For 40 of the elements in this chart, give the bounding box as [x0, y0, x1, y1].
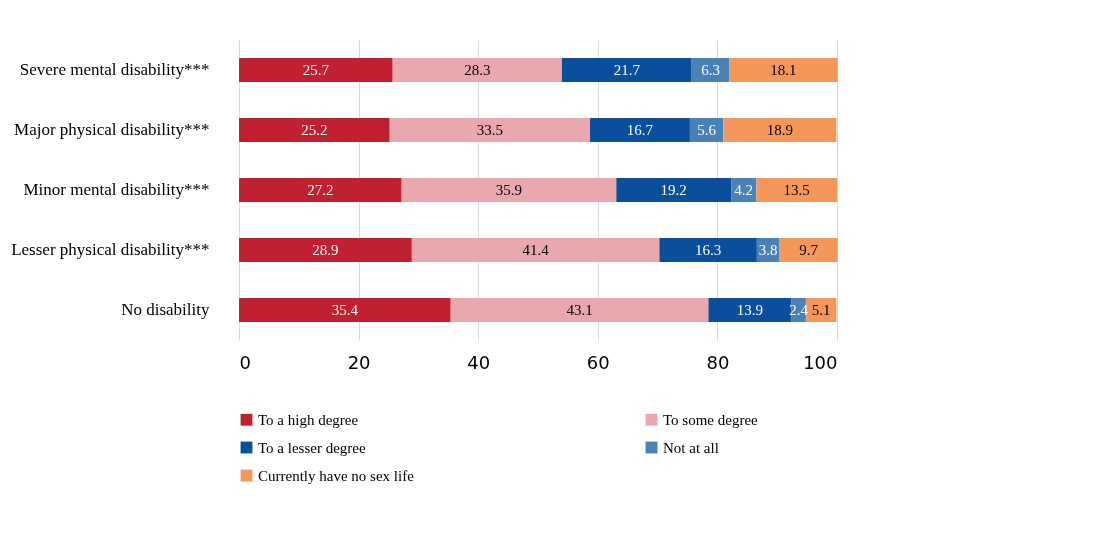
data-label: 13.9 — [736, 302, 764, 318]
y-tick-label: Minor mental disability*** — [23, 180, 210, 199]
y-tick-label: No disability — [121, 300, 210, 319]
x-tick-label: 20 — [347, 351, 371, 373]
legend-label: To a lesser degree — [258, 439, 366, 456]
data-label: 27.2 — [307, 182, 334, 198]
legend-label: To some degree — [663, 411, 759, 428]
legend-label: Currently have no sex life — [258, 467, 415, 484]
x-tick-label: 0 — [239, 351, 251, 373]
data-label: 9.7 — [799, 242, 819, 258]
data-label: 5.1 — [811, 302, 831, 318]
y-tick-label: Major physical disability*** — [14, 120, 210, 139]
data-label: 25.7 — [302, 62, 330, 78]
data-label: 41.4 — [522, 242, 550, 258]
data-label: 5.6 — [697, 122, 717, 138]
y-tick-label: Lesser physical disability*** — [11, 240, 210, 259]
data-label: 35.9 — [495, 182, 523, 198]
y-tick-label: Severe mental disability*** — [19, 60, 210, 79]
data-label: 28.9 — [312, 242, 339, 258]
legend-label: Not at all — [663, 439, 719, 456]
data-label: 18.1 — [770, 62, 797, 78]
x-tick-label: 80 — [706, 351, 730, 373]
x-tick-label: 40 — [467, 351, 491, 373]
data-label: 21.7 — [613, 62, 641, 78]
data-label: 3.8 — [758, 242, 778, 258]
data-label: 28.3 — [464, 62, 491, 78]
x-tick-label: 100 — [803, 351, 838, 373]
data-label: 25.2 — [301, 122, 328, 138]
data-label: 13.5 — [783, 182, 810, 198]
data-label: 18.9 — [766, 122, 794, 138]
data-label: 6.3 — [701, 62, 720, 78]
data-label: 16.3 — [695, 242, 722, 258]
data-label: 43.1 — [566, 302, 593, 318]
data-label: 19.2 — [660, 182, 687, 198]
x-tick-label: 60 — [586, 351, 610, 373]
legend-label: To a high degree — [258, 411, 359, 428]
data-label: 35.4 — [331, 302, 359, 318]
data-label: 16.7 — [626, 122, 654, 138]
data-label: 33.5 — [476, 122, 503, 138]
data-label: 4.2 — [734, 182, 754, 198]
